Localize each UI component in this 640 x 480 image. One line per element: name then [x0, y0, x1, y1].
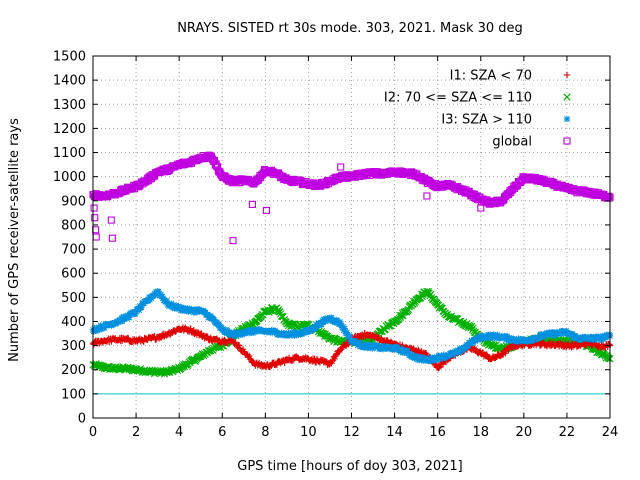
marker-stroke [168, 300, 175, 307]
marker-stroke [328, 334, 336, 342]
trace-point [239, 346, 247, 353]
trace-point [245, 352, 253, 360]
marker-stroke [324, 332, 332, 340]
marker-stroke [603, 351, 611, 359]
marker-stroke [469, 324, 477, 332]
trace-point [492, 354, 499, 362]
marker-stroke [605, 354, 613, 363]
trace-point [203, 332, 211, 340]
marker-stroke [320, 332, 329, 340]
marker-stroke [589, 345, 597, 354]
trace-point [582, 342, 590, 349]
trace-point [199, 350, 207, 358]
marker-stroke [180, 360, 188, 369]
marker-stroke [280, 315, 289, 324]
marker-stroke [173, 302, 180, 309]
data-markers [89, 151, 614, 378]
trace-point [187, 325, 194, 332]
marker-stroke [447, 312, 456, 320]
trace-point [179, 363, 187, 371]
trace-point [605, 354, 613, 363]
marker-stroke [178, 304, 185, 311]
marker-stroke [199, 350, 207, 358]
trace-point [158, 334, 165, 341]
trace-point [422, 350, 430, 357]
trace-point [320, 332, 329, 340]
marker-stroke [264, 305, 272, 314]
trace-point [140, 338, 147, 345]
marker-stroke [398, 309, 406, 317]
trace-point [109, 336, 116, 343]
trace-point [373, 333, 381, 341]
marker-stroke [279, 313, 287, 321]
trace-point [153, 368, 161, 376]
marker-stroke [444, 311, 452, 319]
marker-stroke [427, 290, 435, 298]
marker-stroke [179, 363, 187, 371]
marker-stroke [153, 368, 161, 376]
grid [93, 56, 610, 418]
series-i1-sza-70 [89, 324, 614, 372]
trace-point [509, 344, 516, 351]
marker-stroke [460, 318, 468, 326]
trace-point [276, 308, 284, 316]
marker-stroke [488, 340, 496, 349]
marker-stroke [332, 335, 340, 343]
trace-point [606, 341, 613, 348]
trace-point [232, 338, 239, 346]
trace-point [195, 329, 202, 336]
marker-stroke [465, 321, 473, 329]
trace-point [235, 342, 243, 349]
trace-point [328, 360, 335, 367]
marker-stroke [276, 308, 284, 316]
trace-point [302, 356, 310, 363]
marker-stroke [438, 304, 446, 312]
marker-stroke [430, 295, 438, 303]
marker-stroke [463, 320, 471, 328]
series-i3-sza-110 [89, 288, 614, 365]
trace-point [332, 351, 340, 359]
trace-point [589, 345, 597, 354]
trace-point [289, 357, 296, 364]
trace-point [496, 352, 504, 359]
trace-point [329, 357, 337, 364]
